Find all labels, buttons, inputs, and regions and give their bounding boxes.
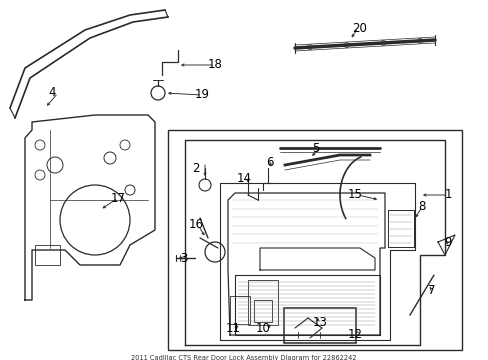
- Text: 2: 2: [192, 162, 199, 175]
- Text: 13: 13: [312, 316, 327, 329]
- Text: 17: 17: [110, 192, 125, 204]
- Bar: [229, 296, 249, 324]
- Text: 16: 16: [188, 219, 203, 231]
- Text: 12: 12: [347, 328, 362, 342]
- Text: 18: 18: [207, 58, 222, 72]
- Text: 14: 14: [236, 171, 251, 184]
- Text: 15: 15: [347, 189, 362, 202]
- Bar: [35, 245, 60, 265]
- Text: 8: 8: [417, 201, 425, 213]
- Text: 20: 20: [352, 22, 366, 35]
- Bar: [168, 130, 461, 350]
- Text: 2011 Cadillac CTS Rear Door Lock Assembly Diagram for 22862242: 2011 Cadillac CTS Rear Door Lock Assembl…: [131, 355, 356, 360]
- Text: 3: 3: [180, 252, 187, 265]
- Text: 9: 9: [443, 237, 451, 249]
- Text: 1: 1: [443, 189, 451, 202]
- Text: 10: 10: [255, 321, 270, 334]
- Text: 4: 4: [48, 86, 56, 99]
- Bar: [284, 308, 355, 343]
- Text: 6: 6: [265, 156, 273, 168]
- Text: 5: 5: [312, 141, 319, 154]
- Bar: [247, 280, 278, 325]
- Text: 19: 19: [194, 89, 209, 102]
- Bar: [253, 300, 271, 322]
- Text: 11: 11: [225, 321, 240, 334]
- Text: 7: 7: [427, 284, 435, 297]
